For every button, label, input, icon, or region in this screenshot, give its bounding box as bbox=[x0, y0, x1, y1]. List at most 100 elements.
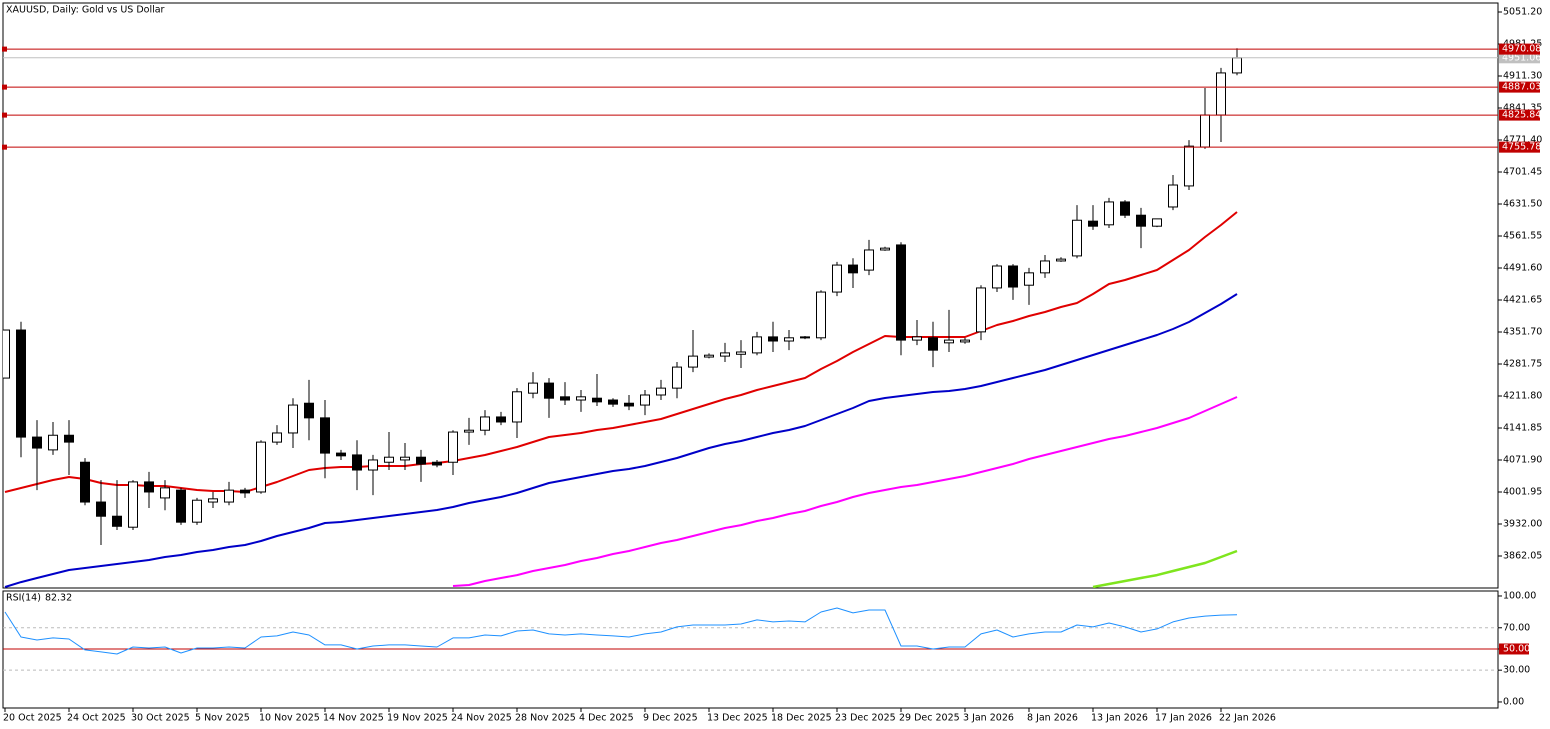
x-tick-label: 9 Dec 2025 bbox=[643, 713, 698, 724]
candle-body bbox=[1024, 272, 1034, 286]
x-tick-label: 19 Nov 2025 bbox=[387, 713, 448, 724]
level-tag bbox=[1499, 43, 1540, 55]
line-series bbox=[4, 293, 1238, 588]
candle-body bbox=[912, 336, 922, 341]
x-tick-label: 24 Oct 2025 bbox=[67, 713, 126, 724]
candle-body bbox=[512, 391, 522, 423]
level-tag bbox=[1499, 109, 1540, 121]
candle-body bbox=[176, 489, 186, 523]
candle-body bbox=[1184, 145, 1194, 187]
level-tag bbox=[1499, 141, 1540, 153]
candle-body bbox=[288, 404, 298, 434]
y-tick-label: 4841.35 bbox=[1503, 102, 1542, 113]
candle-body bbox=[528, 382, 538, 394]
axes: 5051.204981.254911.304841.354771.404701.… bbox=[2, 6, 1542, 724]
candle-body bbox=[112, 515, 122, 527]
candle-body bbox=[864, 249, 874, 271]
candle-body bbox=[464, 429, 474, 433]
x-tick-label: 18 Dec 2025 bbox=[771, 713, 832, 724]
y-tick-label: 4911.30 bbox=[1503, 70, 1542, 81]
y-tick-label: 4351.70 bbox=[1503, 326, 1542, 337]
candle-body bbox=[496, 416, 506, 423]
x-tick-label: 24 Nov 2025 bbox=[451, 713, 512, 724]
indicator-value: 82.32 bbox=[45, 593, 72, 604]
x-tick-label: 5 Nov 2025 bbox=[195, 713, 250, 724]
candle-body bbox=[3, 329, 10, 379]
candle-body bbox=[640, 394, 650, 406]
candle-body bbox=[992, 265, 1002, 289]
y-tick-label: 30.00 bbox=[1503, 665, 1530, 676]
y-tick-label: 4701.45 bbox=[1503, 166, 1542, 177]
candle-body bbox=[800, 336, 810, 339]
level-label: 4825.84 bbox=[1502, 110, 1541, 121]
candle-body bbox=[64, 434, 74, 443]
x-tick-label: 20 Oct 2025 bbox=[3, 713, 62, 724]
candle-body bbox=[384, 456, 394, 463]
x-tick-label: 13 Jan 2026 bbox=[1091, 713, 1148, 724]
level-tag bbox=[1499, 81, 1540, 93]
y-tick-label: 4491.60 bbox=[1503, 262, 1542, 273]
y-tick-label: 4561.55 bbox=[1503, 230, 1542, 241]
candle-body bbox=[432, 461, 442, 466]
x-tick-label: 13 Dec 2025 bbox=[707, 713, 768, 724]
candle-body bbox=[128, 481, 138, 528]
x-tick-label: 4 Dec 2025 bbox=[579, 713, 634, 724]
y-tick-label: 3862.05 bbox=[1503, 550, 1542, 561]
main-pane bbox=[2, 2, 1499, 589]
candle-body bbox=[32, 436, 42, 449]
candle-body bbox=[1200, 114, 1210, 148]
y-tick-label: 70.00 bbox=[1503, 622, 1530, 633]
candle-body bbox=[240, 489, 250, 494]
chart-title: XAUUSD, Daily: Gold vs US Dollar bbox=[6, 5, 165, 16]
y-tick-label: 4141.85 bbox=[1503, 422, 1542, 433]
candle-body bbox=[96, 501, 106, 517]
candle-body bbox=[480, 416, 490, 431]
y-tick-label: 4071.90 bbox=[1503, 454, 1542, 465]
line-series bbox=[1092, 549, 1238, 588]
candle-body bbox=[576, 396, 586, 401]
candle-body bbox=[416, 456, 426, 465]
candle-body bbox=[1056, 258, 1066, 262]
candle-body bbox=[560, 396, 570, 401]
line-series bbox=[4, 607, 1238, 655]
x-tick-label: 28 Nov 2025 bbox=[515, 713, 576, 724]
y-tick-label: 4281.75 bbox=[1503, 358, 1542, 369]
candle-body bbox=[400, 456, 410, 461]
candle-body bbox=[1232, 57, 1242, 74]
candle-body bbox=[608, 399, 618, 405]
y-tick-label: 4631.50 bbox=[1503, 198, 1542, 209]
candle-body bbox=[304, 402, 314, 419]
candle-body bbox=[1040, 260, 1050, 274]
candle-body bbox=[752, 336, 762, 354]
x-tick-label: 17 Jan 2026 bbox=[1155, 713, 1212, 724]
y-tick-label: 4771.40 bbox=[1503, 134, 1542, 145]
candle-body bbox=[224, 489, 234, 503]
rsi-pane bbox=[2, 590, 1499, 709]
candle-body bbox=[848, 264, 858, 274]
candle-body bbox=[704, 354, 714, 358]
x-tick-label: 30 Oct 2025 bbox=[131, 713, 190, 724]
candle-body bbox=[832, 264, 842, 293]
x-tick-label: 22 Jan 2026 bbox=[1219, 713, 1276, 724]
line-series bbox=[4, 211, 1238, 493]
level-label: 4970.08 bbox=[1502, 44, 1541, 55]
candle-body bbox=[672, 366, 682, 389]
rsi-plot bbox=[3, 607, 1498, 671]
candle-body bbox=[1216, 72, 1226, 116]
x-tick-label: 3 Jan 2026 bbox=[963, 713, 1014, 724]
candle-body bbox=[544, 382, 554, 399]
y-tick-label: 0.00 bbox=[1503, 696, 1524, 707]
candle-body bbox=[80, 461, 90, 503]
indicator-name: RSI(14) bbox=[6, 593, 41, 604]
y-tick-label: 4421.65 bbox=[1503, 294, 1542, 305]
candle-body bbox=[1152, 218, 1162, 227]
candle-body bbox=[944, 339, 954, 344]
candle-body bbox=[208, 498, 218, 503]
x-tick-label: 10 Nov 2025 bbox=[259, 713, 320, 724]
candle-body bbox=[736, 351, 746, 355]
y-tick-label: 5051.20 bbox=[1503, 6, 1542, 17]
candle-body bbox=[1088, 220, 1098, 227]
candle-body bbox=[1168, 184, 1178, 208]
y-tick-label: 4211.80 bbox=[1503, 390, 1542, 401]
